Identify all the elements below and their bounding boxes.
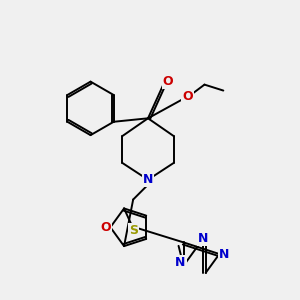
Text: O: O bbox=[100, 221, 111, 234]
Text: O: O bbox=[163, 75, 173, 88]
Text: N: N bbox=[175, 256, 186, 269]
Text: N: N bbox=[197, 232, 208, 245]
Text: N: N bbox=[143, 173, 153, 186]
Text: O: O bbox=[182, 90, 193, 103]
Text: N: N bbox=[219, 248, 230, 260]
Text: S: S bbox=[130, 224, 139, 237]
